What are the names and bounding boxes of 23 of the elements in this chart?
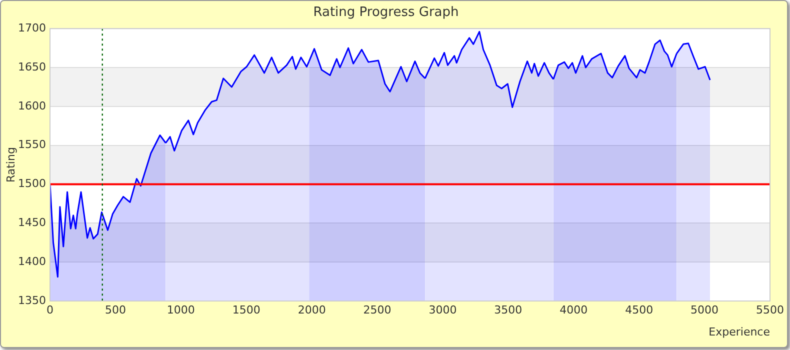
x-tick-label: 2000 — [298, 303, 326, 316]
x-tick-label: 1000 — [166, 303, 195, 316]
x-axis-title: Experience — [708, 325, 770, 338]
x-tick-label: 4000 — [560, 303, 588, 316]
x-tick-label: 3500 — [494, 303, 522, 316]
x-tick-label: 500 — [104, 303, 126, 316]
x-tick-label: 2500 — [363, 303, 392, 316]
y-tick-label: 1400 — [18, 254, 46, 268]
y-tick-label: 1550 — [18, 138, 46, 152]
y-axis-title: Rating — [4, 147, 18, 183]
y-tick-label: 1600 — [18, 99, 46, 112]
x-tick-label: 5500 — [756, 303, 784, 316]
chart-title: Rating Progress Graph — [313, 5, 459, 20]
y-tick-label: 1500 — [18, 177, 46, 190]
y-tick-label: 1450 — [18, 216, 46, 230]
y-tick-label: 1700 — [18, 21, 46, 34]
x-tick-label: 3000 — [428, 303, 457, 316]
y-tick-label: 1650 — [18, 60, 46, 74]
x-tick-label: 4500 — [625, 303, 654, 316]
x-tick-label: 0 — [46, 303, 54, 316]
x-tick-label: 5000 — [690, 303, 719, 316]
x-tick-label: 1500 — [232, 303, 260, 316]
y-tick-label: 1350 — [18, 294, 46, 307]
